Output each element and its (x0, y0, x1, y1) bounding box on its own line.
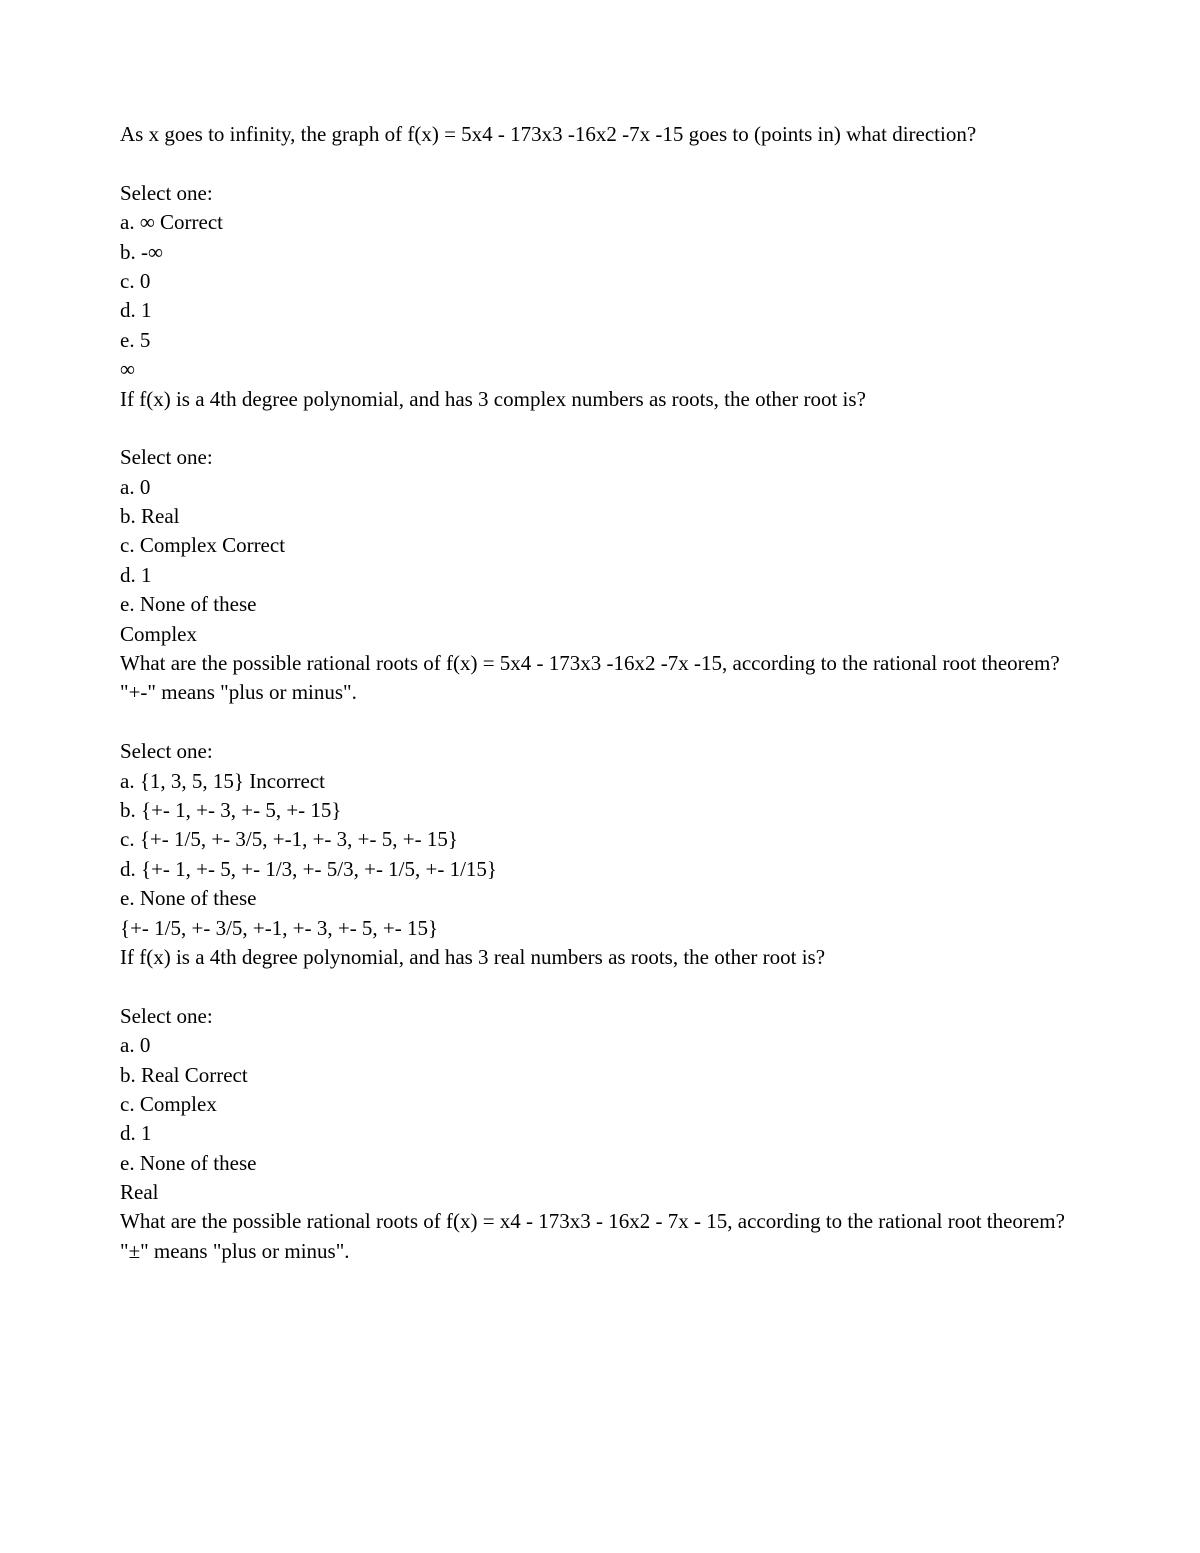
option: b. -∞ (120, 238, 1080, 267)
question-1-prompt: As x goes to infinity, the graph of f(x)… (120, 120, 1080, 149)
question-2-select-label: Select one: (120, 443, 1080, 472)
question-5-prompt: What are the possible rational roots of … (120, 1207, 1080, 1266)
option: a. 0 (120, 1031, 1080, 1060)
question-4-options: a. 0 b. Real Correct c. Complex d. 1 e. … (120, 1031, 1080, 1178)
option: d. 1 (120, 1119, 1080, 1148)
question-2-answer: Complex (120, 620, 1080, 649)
question-3-select-label: Select one: (120, 737, 1080, 766)
option: c. Complex (120, 1090, 1080, 1119)
question-1-select-label: Select one: (120, 179, 1080, 208)
question-4-answer: Real (120, 1178, 1080, 1207)
question-2-prompt: If f(x) is a 4th degree polynomial, and … (120, 385, 1080, 414)
option: e. None of these (120, 884, 1080, 913)
question-3-prompt: What are the possible rational roots of … (120, 649, 1080, 708)
option: d. 1 (120, 296, 1080, 325)
question-3-options: a. {1, 3, 5, 15} Incorrect b. {+- 1, +- … (120, 767, 1080, 914)
question-3-answer: {+- 1/5, +- 3/5, +-1, +- 3, +- 5, +- 15} (120, 914, 1080, 943)
option: c. 0 (120, 267, 1080, 296)
question-1-answer: ∞ (120, 355, 1080, 384)
option: e. None of these (120, 1149, 1080, 1178)
option: e. None of these (120, 590, 1080, 619)
question-4-select-label: Select one: (120, 1002, 1080, 1031)
question-1-options: a. ∞ Correct b. -∞ c. 0 d. 1 e. 5 (120, 208, 1080, 355)
option: a. ∞ Correct (120, 208, 1080, 237)
option: a. {1, 3, 5, 15} Incorrect (120, 767, 1080, 796)
option: c. Complex Correct (120, 531, 1080, 560)
option: d. {+- 1, +- 5, +- 1/3, +- 5/3, +- 1/5, … (120, 855, 1080, 884)
option: b. Real (120, 502, 1080, 531)
question-4-prompt: If f(x) is a 4th degree polynomial, and … (120, 943, 1080, 972)
document-page: As x goes to infinity, the graph of f(x)… (0, 0, 1200, 1553)
option: b. Real Correct (120, 1061, 1080, 1090)
option: a. 0 (120, 473, 1080, 502)
option: d. 1 (120, 561, 1080, 590)
option: e. 5 (120, 326, 1080, 355)
option: b. {+- 1, +- 3, +- 5, +- 15} (120, 796, 1080, 825)
option: c. {+- 1/5, +- 3/5, +-1, +- 3, +- 5, +- … (120, 825, 1080, 854)
question-2-options: a. 0 b. Real c. Complex Correct d. 1 e. … (120, 473, 1080, 620)
